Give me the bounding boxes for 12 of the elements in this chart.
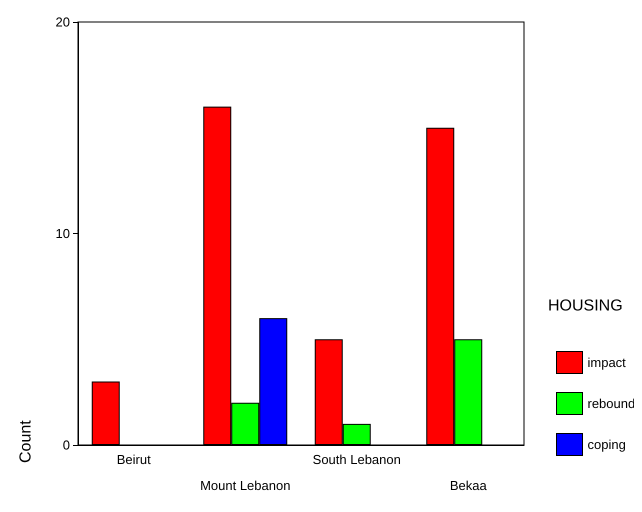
y-tick-label: 10	[56, 226, 70, 241]
y-axis-title: Count	[18, 420, 34, 463]
x-tick-label: Bekaa	[450, 478, 488, 493]
legend-label: coping	[588, 437, 626, 452]
x-tick-label: Beirut	[116, 452, 152, 467]
y-tick-label: 20	[56, 14, 70, 30]
x-tick-label: Mount Lebanon	[200, 478, 290, 493]
y-tick-label: 0	[62, 438, 70, 452]
legend-label: impact	[588, 355, 626, 370]
x-tick-label: South Lebanon	[312, 452, 401, 467]
legend-label: rebound	[588, 396, 636, 411]
legend-title: HOUSING	[548, 298, 623, 314]
